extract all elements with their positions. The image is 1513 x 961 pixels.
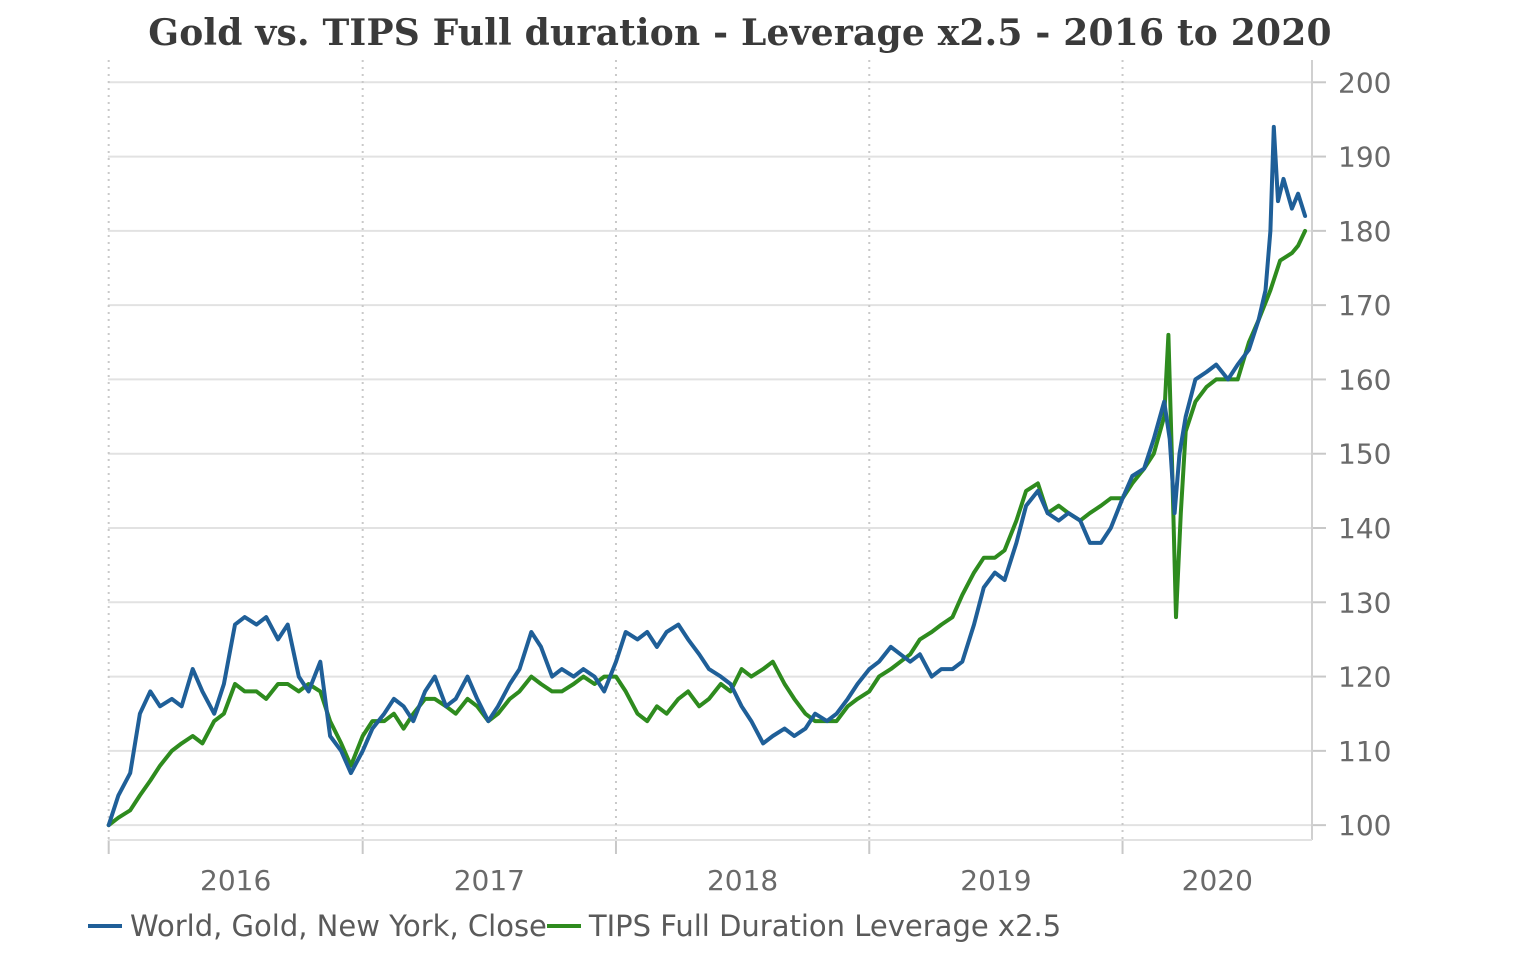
legend-item-tips: TIPS Full Duration Leverage x2.5 [546,909,1062,943]
y-tick-label: 170 [1338,289,1391,322]
x-tick-label: 2018 [707,864,778,897]
x-tick-label: 2019 [960,864,1031,897]
legend-label-gold: World, Gold, New York, Close [130,909,547,943]
y-tick-label: 160 [1338,363,1391,396]
legend-swatch-gold [88,924,122,928]
y-tick-label: 200 [1338,66,1391,99]
legend: World, Gold, New York, Close TIPS Full D… [88,904,1061,948]
series-line-tips [106,228,1308,828]
axes: 100 110 120 130 140 150 160 170 180 190 200 2016 201… [107,60,1391,897]
chart-title: Gold vs. TIPS Full duration - Leverage x… [148,12,1332,54]
grid-lines [107,60,1312,840]
legend-swatch-tips [546,924,581,928]
y-tick-label: 110 [1338,735,1391,768]
series-line-gold [106,124,1308,828]
x-tick-label: 2017 [454,864,525,897]
legend-item-gold: World, Gold, New York, Close [88,909,547,943]
legend-label-tips: TIPS Full Duration Leverage x2.5 [588,909,1062,943]
series-lines [106,124,1308,828]
y-tick-label: 140 [1338,512,1391,545]
x-tick-label: 2020 [1182,864,1253,897]
y-tick-label: 150 [1338,438,1391,471]
y-tick-label: 130 [1338,586,1391,619]
y-tick-label: 120 [1338,661,1391,694]
y-tick-label: 180 [1338,215,1391,248]
y-tick-label: 190 [1338,141,1391,174]
y-tick-label: 100 [1338,809,1391,842]
x-tick-label: 2016 [200,864,271,897]
